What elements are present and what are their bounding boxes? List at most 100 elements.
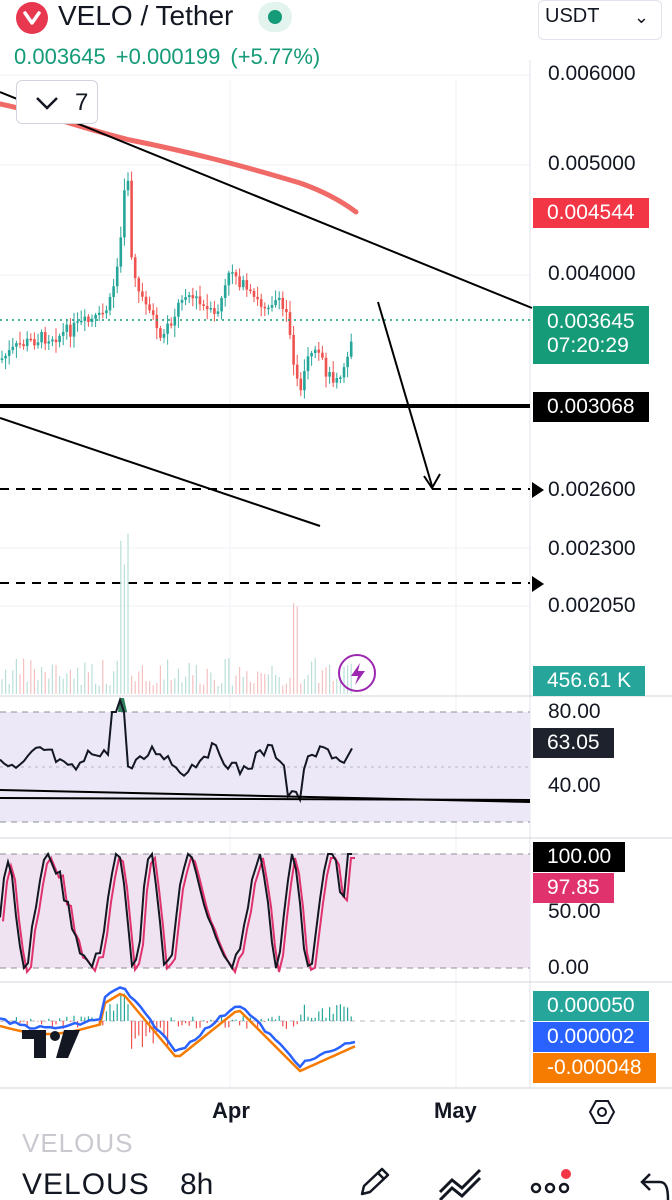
candle bbox=[51, 339, 54, 342]
volume-bar bbox=[188, 662, 190, 694]
rsi-trendline-2 bbox=[0, 797, 531, 801]
market-status-icon[interactable] bbox=[258, 2, 292, 32]
candle bbox=[256, 296, 259, 300]
volume-bar bbox=[170, 680, 172, 694]
candle bbox=[33, 339, 36, 346]
interval-button[interactable]: 8h bbox=[180, 1168, 214, 1200]
candle bbox=[47, 341, 51, 344]
volume-bar bbox=[321, 670, 323, 694]
macd-histogram-bar bbox=[73, 1015, 75, 1021]
volume-bar bbox=[307, 674, 309, 694]
macd-histogram-tag: 0.000050 bbox=[533, 991, 649, 1021]
volume-bar bbox=[12, 670, 14, 694]
macd-histogram-bar bbox=[314, 1017, 316, 1021]
indicators-collapse-button[interactable]: 7 bbox=[16, 80, 98, 124]
macd-histogram-bar bbox=[120, 994, 122, 1021]
currency-select[interactable]: USDT ⌄ bbox=[538, 0, 662, 40]
candle bbox=[252, 290, 256, 297]
macd-histogram-bar bbox=[203, 1020, 205, 1021]
change-percent: (+5.77%) bbox=[230, 44, 321, 69]
volume-bar bbox=[23, 658, 25, 694]
pencil-icon[interactable] bbox=[356, 1166, 392, 1200]
volume-bar bbox=[249, 681, 251, 694]
stoch-d-line bbox=[2, 855, 355, 975]
candle bbox=[205, 305, 209, 310]
candle bbox=[148, 304, 151, 311]
time-axis-label: May bbox=[434, 1098, 477, 1123]
candle bbox=[299, 378, 303, 391]
candle bbox=[83, 316, 87, 321]
volume-bar bbox=[257, 671, 259, 694]
volume-bar bbox=[285, 683, 287, 694]
candle bbox=[349, 341, 353, 357]
volume-bar bbox=[163, 679, 165, 694]
macd-histogram-bar bbox=[102, 1021, 104, 1026]
candle bbox=[97, 312, 101, 315]
volume-bar bbox=[156, 683, 158, 694]
volume-bar bbox=[59, 675, 61, 694]
volume-bar bbox=[109, 685, 111, 694]
macd-histogram-bar bbox=[26, 1021, 28, 1027]
more-options-icon[interactable] bbox=[530, 1166, 574, 1200]
volume-series bbox=[1, 533, 352, 694]
candle bbox=[303, 371, 306, 391]
macd-histogram-bar bbox=[80, 1016, 82, 1021]
volume-bar bbox=[264, 673, 266, 694]
volume-bar bbox=[149, 681, 151, 694]
volume-bar bbox=[127, 533, 129, 694]
pair-title[interactable]: VELO / Tether bbox=[58, 0, 234, 31]
volume-bar bbox=[69, 669, 71, 694]
volume-bar bbox=[105, 683, 107, 694]
macd-histogram-bar bbox=[138, 1021, 140, 1036]
macd-histogram-bar bbox=[127, 1004, 129, 1021]
candle bbox=[195, 296, 198, 299]
volume-bar bbox=[206, 668, 208, 694]
volume-bar bbox=[145, 681, 147, 694]
rsi-axis-label: 80.00 bbox=[548, 700, 601, 723]
candle bbox=[0, 358, 4, 360]
volume-bar bbox=[185, 676, 187, 694]
volume-bar bbox=[26, 681, 28, 694]
macd-histogram-bar bbox=[343, 1006, 345, 1021]
volume-bar bbox=[134, 681, 136, 694]
indicators-icon[interactable] bbox=[438, 1166, 486, 1200]
macd-histogram-bar bbox=[264, 1021, 266, 1022]
symbol-header: VELO / Tether 0.003645 +0.000199 (+5.77%) bbox=[0, 0, 672, 80]
volume-bar bbox=[336, 679, 338, 694]
volume-bar bbox=[253, 683, 255, 694]
lightning-icon[interactable] bbox=[338, 654, 376, 692]
candle bbox=[61, 331, 65, 336]
bar-countdown: 07:20:29 bbox=[547, 334, 629, 357]
price-axis-label: 0.004000 bbox=[548, 262, 636, 285]
candle bbox=[155, 314, 159, 329]
back-arrow-icon[interactable] bbox=[640, 1166, 670, 1200]
candle bbox=[331, 372, 335, 383]
candle bbox=[25, 338, 29, 347]
volume-bar bbox=[174, 678, 176, 694]
macd-histogram-bar bbox=[224, 1021, 226, 1028]
volume-bar bbox=[303, 679, 305, 694]
macd-histogram-bar bbox=[134, 1021, 136, 1039]
macd-histogram-bar bbox=[62, 1021, 64, 1029]
macd-histogram-bar bbox=[260, 1018, 262, 1021]
time-axis-label: Apr bbox=[212, 1098, 250, 1123]
candle bbox=[112, 286, 115, 297]
volume-bar bbox=[210, 672, 212, 694]
candle bbox=[29, 338, 33, 341]
volume-bar bbox=[339, 677, 341, 694]
candle bbox=[162, 333, 166, 338]
symbol-button[interactable]: VELOUS bbox=[22, 1168, 150, 1200]
volume-bar bbox=[138, 671, 140, 694]
candle bbox=[130, 180, 133, 258]
last-price-tag: 0.003645 07:20:29 bbox=[533, 306, 649, 364]
candle bbox=[249, 289, 252, 292]
macd-histogram-bar bbox=[116, 1003, 118, 1021]
volume-bar bbox=[278, 677, 280, 694]
macd-histogram-bar bbox=[217, 1021, 219, 1023]
settings-icon[interactable] bbox=[588, 1098, 616, 1126]
chart-canvas[interactable] bbox=[0, 0, 672, 1126]
price-axis-label: 0.002300 bbox=[548, 537, 636, 560]
target-arrow-marker-1 bbox=[532, 482, 544, 498]
volume-bar bbox=[267, 674, 269, 694]
macd-signal-tag: -0.000048 bbox=[533, 1053, 656, 1083]
